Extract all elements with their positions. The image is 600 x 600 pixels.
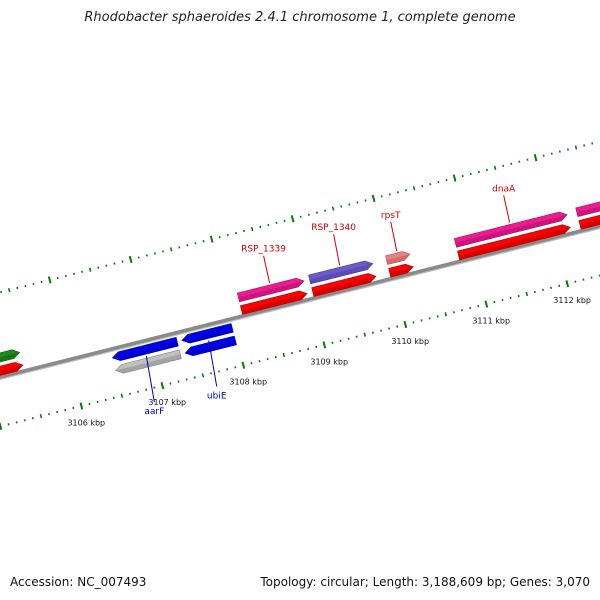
reverse-minor-tick [525, 291, 529, 297]
forward-major-tick [290, 215, 295, 223]
forward-minor-tick [169, 247, 173, 252]
tick-labels: 3106 kbp 3107 kbp 3108 kbp 3109 kbp 3110 kbp… [67, 296, 591, 427]
reverse-major-tick [0, 422, 3, 430]
genome-summary: Topology: circular; Length: 3,188,609 bp… [260, 575, 590, 589]
gene-feature-shade [576, 206, 600, 217]
gene-label-leader [333, 234, 341, 266]
reverse-minor-tick [120, 393, 124, 398]
gene-features [0, 201, 600, 376]
gene-label: RSP_1340 [311, 223, 356, 233]
reverse-major-tick [403, 320, 408, 329]
gene-feature-shade [309, 263, 373, 284]
gene-feature-shade [389, 266, 414, 278]
gene-label: rpsT [381, 211, 401, 221]
forward-minor-tick [250, 226, 254, 232]
gene-label: aarF [144, 407, 164, 417]
gene-feature-shade [185, 340, 237, 356]
gene-label-leader [145, 356, 155, 403]
tick-label: 3107 kbp [148, 398, 186, 407]
tick-label: 3112 kbp [553, 296, 591, 305]
forward-minor-tick [88, 267, 92, 272]
gene-feature-shade [241, 293, 308, 315]
accession-text: Accession: NC_007493 [10, 575, 147, 589]
gene-feature-shade [455, 214, 568, 248]
tick-label: 3109 kbp [310, 357, 348, 366]
reverse-minor-tick [39, 414, 43, 419]
reverse-major-tick [160, 381, 165, 390]
gene-label: dnaA [492, 184, 516, 194]
reverse-major-tick [322, 341, 327, 349]
forward-major-tick [128, 255, 133, 264]
gene-feature-shade [580, 219, 600, 230]
gene-feature-shade [182, 327, 234, 344]
gene-feature-shade [112, 341, 179, 361]
gene-label-leader [390, 221, 398, 251]
forward-tick-row [0, 142, 594, 294]
forward-minor-tick [7, 287, 11, 293]
forward-minor-tick [574, 145, 578, 150]
tick-label: 3108 kbp [229, 378, 267, 387]
gene-feature-shade [0, 352, 20, 363]
reverse-tick-row [0, 274, 600, 430]
gene-label-leader [208, 340, 218, 387]
gene-label: RSP_1339 [241, 245, 286, 255]
tick-label: 3106 kbp [67, 418, 105, 427]
reverse-major-tick [241, 361, 246, 369]
gene-labels: aarF ubiE RSP_1339 RSP_1340 rpsT dnaA [144, 184, 516, 417]
gene-feature-shade [386, 254, 410, 265]
forward-minor-tick [493, 165, 497, 171]
forward-major-tick [371, 194, 376, 203]
tick-label: 3111 kbp [472, 317, 510, 326]
reverse-major-tick [79, 402, 84, 410]
reverse-major-tick [565, 280, 570, 288]
gene-label-leader [503, 195, 511, 223]
forward-minor-tick [412, 186, 416, 191]
backbone-line [0, 224, 600, 379]
gene-feature-shade [0, 365, 23, 376]
reverse-minor-tick [363, 332, 367, 337]
gene-feature-shade [458, 227, 571, 260]
reverse-major-tick [484, 300, 489, 308]
gene-label: ubiE [207, 391, 227, 401]
backbone-group [0, 224, 600, 381]
reverse-minor-tick [282, 352, 286, 358]
map-title: Rhodobacter sphaeroides 2.4.1 chromosome… [84, 10, 516, 25]
forward-minor-tick [331, 206, 335, 211]
gene-feature-shade [312, 276, 376, 297]
tick-label: 3110 kbp [391, 337, 429, 346]
gene-feature-shade [238, 280, 304, 302]
gene-label-leader [263, 255, 271, 283]
reverse-minor-tick [201, 373, 205, 378]
forward-major-tick [47, 276, 52, 284]
forward-major-tick [533, 154, 538, 162]
gene-feature-shade [115, 354, 182, 374]
forward-major-tick [209, 235, 214, 243]
reverse-minor-tick [444, 312, 448, 317]
forward-major-tick [452, 174, 457, 182]
